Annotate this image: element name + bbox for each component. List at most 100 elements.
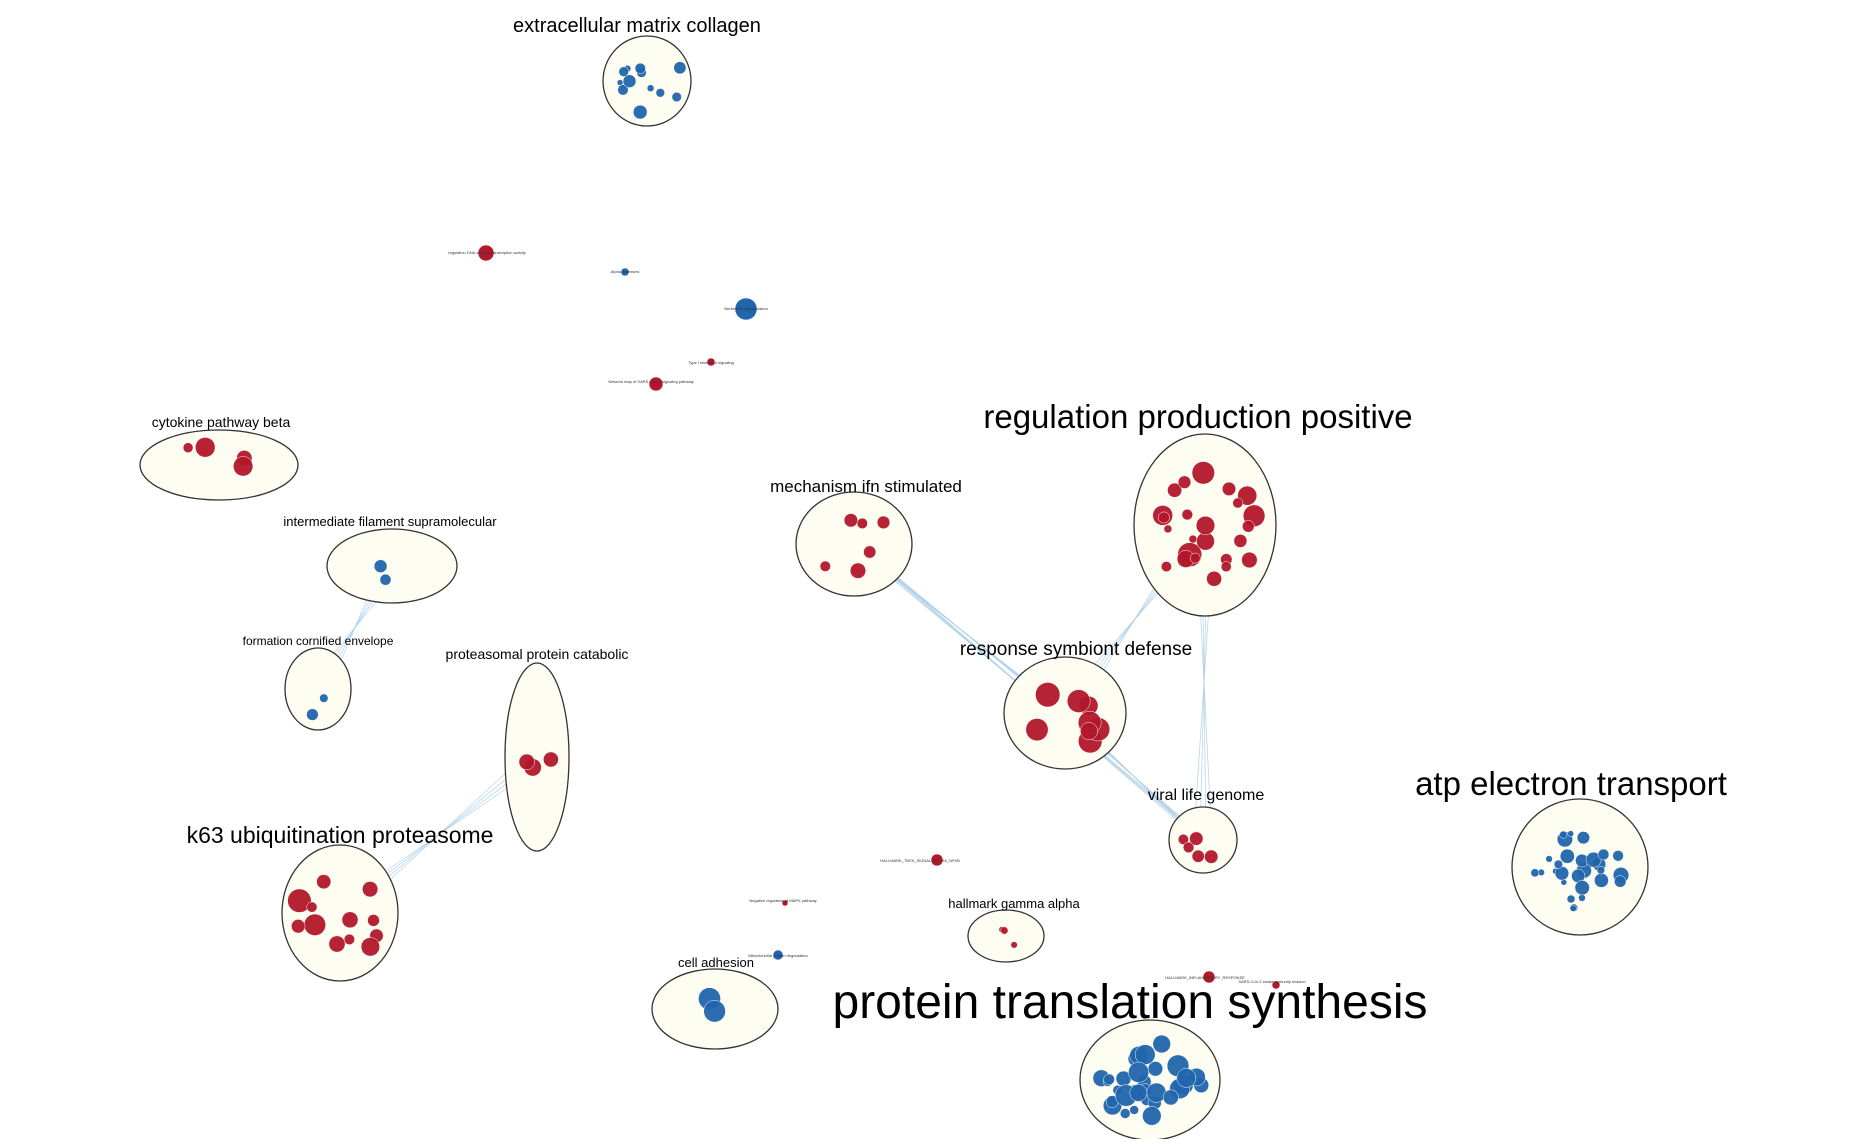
cluster-ellipse-cytokine[interactable]	[140, 430, 298, 500]
gene-set-node[interactable]	[1567, 895, 1575, 903]
gene-set-node[interactable]	[1067, 690, 1090, 713]
gene-set-node[interactable]	[1192, 462, 1215, 485]
gene-set-node[interactable]	[342, 912, 358, 928]
gene-set-node[interactable]	[1182, 509, 1193, 520]
gene-set-node[interactable]	[1207, 571, 1222, 586]
cluster-ellipse-hallmark[interactable]	[968, 910, 1044, 962]
gene-set-node[interactable]	[1242, 552, 1258, 568]
gene-set-node[interactable]	[1130, 1084, 1147, 1101]
gene-set-node[interactable]	[329, 936, 345, 952]
gene-set-node[interactable]	[647, 85, 654, 92]
gene-set-node[interactable]	[368, 914, 380, 926]
gene-set-node[interactable]	[307, 709, 319, 721]
gene-set-node[interactable]	[183, 443, 193, 453]
gene-set-node[interactable]	[543, 752, 558, 767]
gene-set-node[interactable]	[1570, 905, 1576, 911]
gene-set-node[interactable]	[307, 902, 317, 912]
gene-set-node[interactable]	[1177, 1068, 1196, 1087]
gene-set-node[interactable]	[1163, 1090, 1178, 1105]
gene-set-node[interactable]	[317, 875, 331, 889]
gene-set-node[interactable]	[619, 67, 629, 77]
gene-set-node[interactable]	[1190, 832, 1204, 846]
gene-set-node[interactable]	[1128, 1062, 1148, 1082]
gene-set-node[interactable]	[1148, 1061, 1163, 1076]
gene-set-node[interactable]	[1242, 520, 1254, 532]
singleton-node[interactable]: Type I interferon signaling	[688, 358, 734, 366]
singleton-node[interactable]: Negative regulation of MAPK pathway	[749, 898, 816, 906]
gene-set-node[interactable]	[195, 437, 215, 457]
gene-set-node[interactable]	[1560, 849, 1574, 863]
gene-set-node[interactable]	[362, 881, 378, 897]
gene-set-node[interactable]	[877, 516, 890, 529]
cluster-ellipse-symbiont[interactable]	[1004, 657, 1126, 769]
gene-set-node[interactable]	[1142, 1107, 1161, 1126]
gene-set-node[interactable]	[850, 563, 866, 579]
gene-set-node[interactable]	[1164, 525, 1172, 533]
gene-set-node[interactable]	[1178, 476, 1191, 489]
gene-set-node[interactable]	[857, 518, 868, 529]
gene-set-node[interactable]	[1158, 512, 1169, 523]
singleton-node[interactable]: Network map of SARS-CoV-2 signaling path…	[608, 377, 693, 391]
gene-set-node[interactable]	[1104, 1074, 1115, 1085]
gene-set-node[interactable]	[844, 514, 858, 528]
gene-set-node[interactable]	[1080, 722, 1097, 739]
gene-set-node[interactable]	[1568, 831, 1574, 837]
gene-set-node[interactable]	[380, 574, 391, 585]
gene-set-node[interactable]	[304, 914, 326, 936]
gene-set-node[interactable]	[291, 919, 305, 933]
gene-set-node[interactable]	[1120, 1109, 1130, 1119]
singleton-node[interactable]: HALLMARK_TNFA_SIGNALING_VIA_NFKB	[880, 854, 960, 866]
singleton-node[interactable]: Neutrophil degranulation	[724, 298, 768, 320]
gene-set-node[interactable]	[1531, 869, 1539, 877]
gene-set-node[interactable]	[704, 1000, 726, 1022]
gene-set-node[interactable]	[1554, 860, 1563, 869]
gene-set-node[interactable]	[1579, 894, 1586, 901]
gene-set-node[interactable]	[1598, 849, 1609, 860]
gene-set-node[interactable]	[344, 934, 355, 945]
gene-set-node[interactable]	[1135, 1045, 1155, 1065]
gene-set-node[interactable]	[674, 62, 686, 74]
gene-set-node[interactable]	[633, 105, 647, 119]
cluster-ellipse-ifn[interactable]	[796, 492, 912, 596]
gene-set-node[interactable]	[1234, 534, 1247, 547]
gene-set-node[interactable]	[1035, 682, 1060, 707]
gene-set-node[interactable]	[374, 560, 387, 573]
gene-set-node[interactable]	[519, 754, 535, 770]
cluster-ellipse-proteasomal[interactable]	[505, 663, 569, 851]
gene-set-node[interactable]	[233, 457, 253, 477]
gene-set-node[interactable]	[1204, 850, 1218, 864]
gene-set-node[interactable]	[864, 546, 876, 558]
gene-set-node[interactable]	[1026, 718, 1048, 740]
gene-set-node[interactable]	[1001, 927, 1008, 934]
gene-set-node[interactable]	[320, 694, 329, 703]
gene-set-node[interactable]	[1011, 942, 1018, 949]
gene-set-node[interactable]	[672, 92, 682, 102]
singleton-node[interactable]: regulation DNA-binding transcription act…	[448, 245, 526, 261]
gene-set-node[interactable]	[1196, 516, 1215, 535]
cluster-ellipse-cornified[interactable]	[285, 648, 351, 730]
gene-set-node[interactable]	[1222, 482, 1236, 496]
gene-set-node[interactable]	[1575, 880, 1590, 895]
singleton-node[interactable]: Mitochondrial protein degradation	[748, 950, 807, 960]
gene-set-node[interactable]	[1192, 850, 1204, 862]
gene-set-node[interactable]	[1594, 873, 1608, 887]
gene-set-node[interactable]	[1189, 535, 1197, 543]
cluster-ellipse-k63[interactable]	[282, 845, 398, 981]
gene-set-node[interactable]	[1153, 1035, 1171, 1053]
gene-set-node[interactable]	[1190, 553, 1200, 563]
singleton-node[interactable]: Alpha-defensins	[611, 268, 640, 276]
gene-set-node[interactable]	[1233, 498, 1243, 508]
gene-set-node[interactable]	[1614, 876, 1626, 888]
gene-set-node[interactable]	[820, 561, 831, 572]
cluster-ellipse-interfil[interactable]	[327, 529, 457, 603]
gene-set-node[interactable]	[1597, 866, 1605, 874]
gene-set-node[interactable]	[635, 63, 646, 74]
gene-set-node[interactable]	[1560, 831, 1567, 838]
gene-set-node[interactable]	[656, 88, 665, 97]
gene-set-node[interactable]	[1546, 856, 1553, 863]
gene-set-node[interactable]	[1130, 1106, 1139, 1115]
gene-set-node[interactable]	[1577, 831, 1590, 844]
gene-set-node[interactable]	[361, 938, 380, 957]
gene-set-node[interactable]	[1221, 562, 1231, 572]
gene-set-node[interactable]	[1161, 561, 1171, 571]
